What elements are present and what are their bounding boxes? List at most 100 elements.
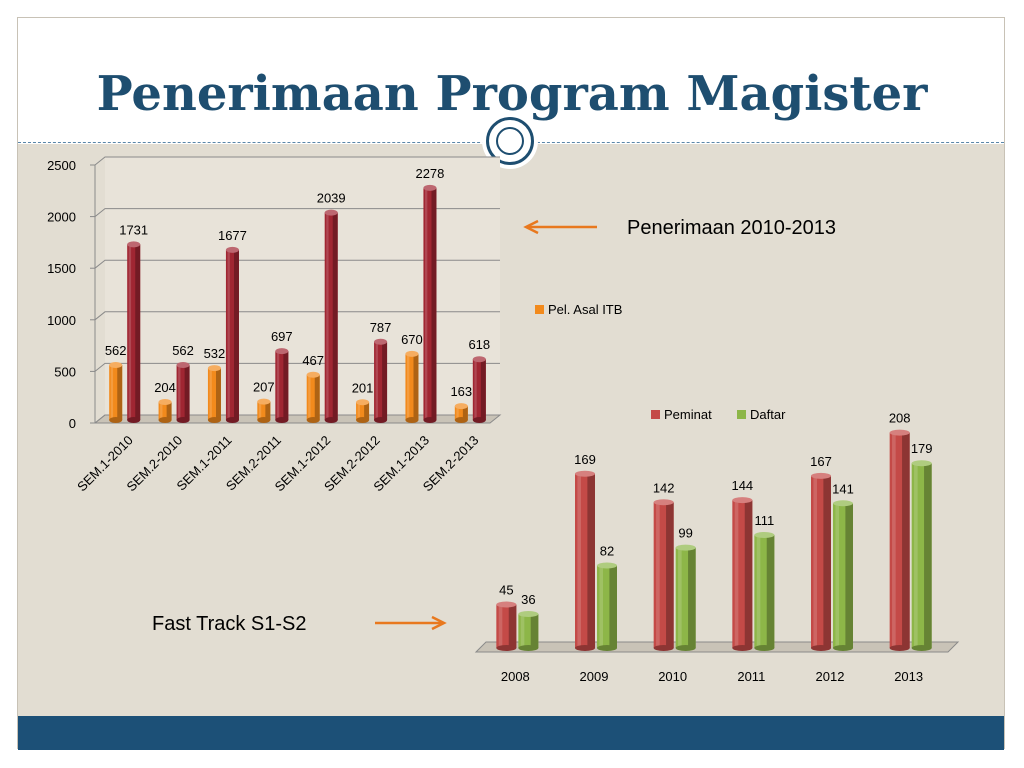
chart1-bar-asal-itb-shade [413,353,419,420]
chart1-data-label: 562 [105,343,127,358]
chart2-bar-daftar-cap [754,531,775,538]
chart2-bars: 4536200816982200914299201014411120111671… [496,411,933,684]
chart1-bar-asal-itb-base [109,417,123,423]
chart2-bar-daftar-cap [833,500,853,507]
chart1-data-label: 697 [271,329,293,344]
chart1-bar-asal-itb-cap [405,350,419,357]
chart2-bar-peminat-cap [811,472,831,479]
chart1-bar-total [127,241,141,423]
chart1-bar-total-cap [127,241,141,248]
chart2-bar-peminat-shade [902,432,910,648]
chart2-legend: Peminat Daftar [651,407,786,422]
chart2-bar-daftar [833,500,853,651]
chart2-bar-daftar-highlight [520,614,525,648]
chart1-bar-asal-itb-highlight [357,402,360,420]
chart1-data-label: 1677 [218,228,247,243]
chart1-y-tick-label: 1000 [47,313,76,328]
chart1-bar-asal-itb-highlight [258,401,262,420]
chart2-bar-daftar [754,531,775,651]
chart1-bar-asal-itb-highlight [406,353,410,420]
chart1-bar-total-base [472,417,486,423]
chart2-data-label: 208 [889,411,911,426]
chart2-bar-daftar [675,544,696,651]
chart2-bar-peminat [496,601,517,651]
chart1-bar-asal-itb-cap [257,398,271,405]
chart2-x-tick-label: 2013 [894,669,923,684]
chart1-bar-asal-itb [207,365,221,423]
chart1-bar-asal-itb-cap [158,398,172,405]
chart2-bar-peminat-shade [666,502,674,648]
chart1-bar-total-shade [283,351,289,420]
chart1-bar-asal-itb-base [405,417,419,423]
chart1-bar-total-highlight [424,187,428,420]
chart1-bar-total-highlight [128,244,132,420]
chart1-bar-asal-itb-shade [364,402,370,420]
chart1-bar-total-shade [184,365,190,420]
chart2-data-label: 99 [678,526,692,541]
chart2-x-tick-label: 2008 [501,669,530,684]
chart1-data-label: 2039 [317,191,346,206]
chart2-data-label: 167 [810,454,832,469]
chart2-bar-daftar-base [833,645,853,651]
chart2-bar-peminat [653,499,674,651]
chart2-bar-daftar [518,611,539,651]
chart1-gridline [94,311,500,321]
chart2-bar-daftar-shade [766,534,775,648]
chart2-bar-daftar-cap [518,611,539,618]
chart2-data-label: 169 [574,452,596,467]
chart1-bar-total-cap [374,338,388,345]
chart1-bar-total-cap [225,246,239,253]
chart2-data-label: 141 [832,481,854,496]
chart1-bar-asal-itb-shade [117,365,123,420]
chart1-y-tick-label: 2000 [47,210,76,225]
chart2-bar-peminat-shade [508,604,517,648]
chart1-bar-total-cap [472,356,486,363]
chart2-bar-peminat [811,472,831,651]
chart1-bar-asal-itb-cap [454,403,468,410]
chart2-bar-daftar-base [754,645,775,651]
ring-inner-icon [496,127,524,155]
chart2-data-label: 45 [499,583,513,598]
chart1-bar-total-cap [423,184,437,191]
chart1-bar-asal-itb-highlight [456,406,459,420]
chart1-bar-total [275,348,289,423]
chart1-y-tick-label: 500 [54,364,76,379]
chart1-bar-asal-itb-shade [314,374,320,420]
chart1-bar-total [374,338,388,423]
chart1-gridline [94,156,500,166]
chart1-bar-asal-itb [405,350,419,423]
chart1-gridline [94,208,500,217]
chart1-bar-asal-itb-shade [462,406,468,420]
chart2-bar-peminat-shade [744,500,753,648]
chart1-bar-total-shade [233,249,239,420]
chart1-bar-asal-itb-base [306,417,320,423]
chart1-bar-total-highlight [276,351,280,420]
chart2-data-label: 179 [911,441,933,456]
chart2-bar-peminat-highlight [577,473,581,648]
chart1-bar-total-highlight [375,341,378,420]
footer-bar [18,716,1004,750]
chart2-x-tick-label: 2010 [658,669,687,684]
chart1-bar-total [225,246,239,423]
chart2-bar-peminat-cap [653,499,674,506]
chart1-legend-label: Pel. Asal ITB [548,302,622,317]
chart1-back-wall [105,157,500,415]
chart1-bar-total-base [275,417,289,423]
chart2-floor [474,641,960,653]
chart2-bar-peminat [889,429,910,651]
chart2-bar-daftar-shade [845,503,853,648]
chart1-bar-total-shade [135,244,141,420]
chart1-bar-total-highlight [474,359,477,420]
chart2-bar-peminat-base [811,645,831,651]
chart2-bar-peminat-cap [575,470,595,477]
chart2-legend-swatch [737,410,746,419]
chart2-bar-daftar-highlight [599,565,603,648]
chart2-bar-peminat-highlight [734,500,739,648]
chart1-data-label: 163 [450,384,472,399]
chart1-bar-total-base [324,417,338,423]
chart1-bar-total-cap [176,362,190,369]
chart1-y-tick-label: 1500 [47,261,76,276]
chart1-bar-asal-itb-cap [306,371,320,378]
